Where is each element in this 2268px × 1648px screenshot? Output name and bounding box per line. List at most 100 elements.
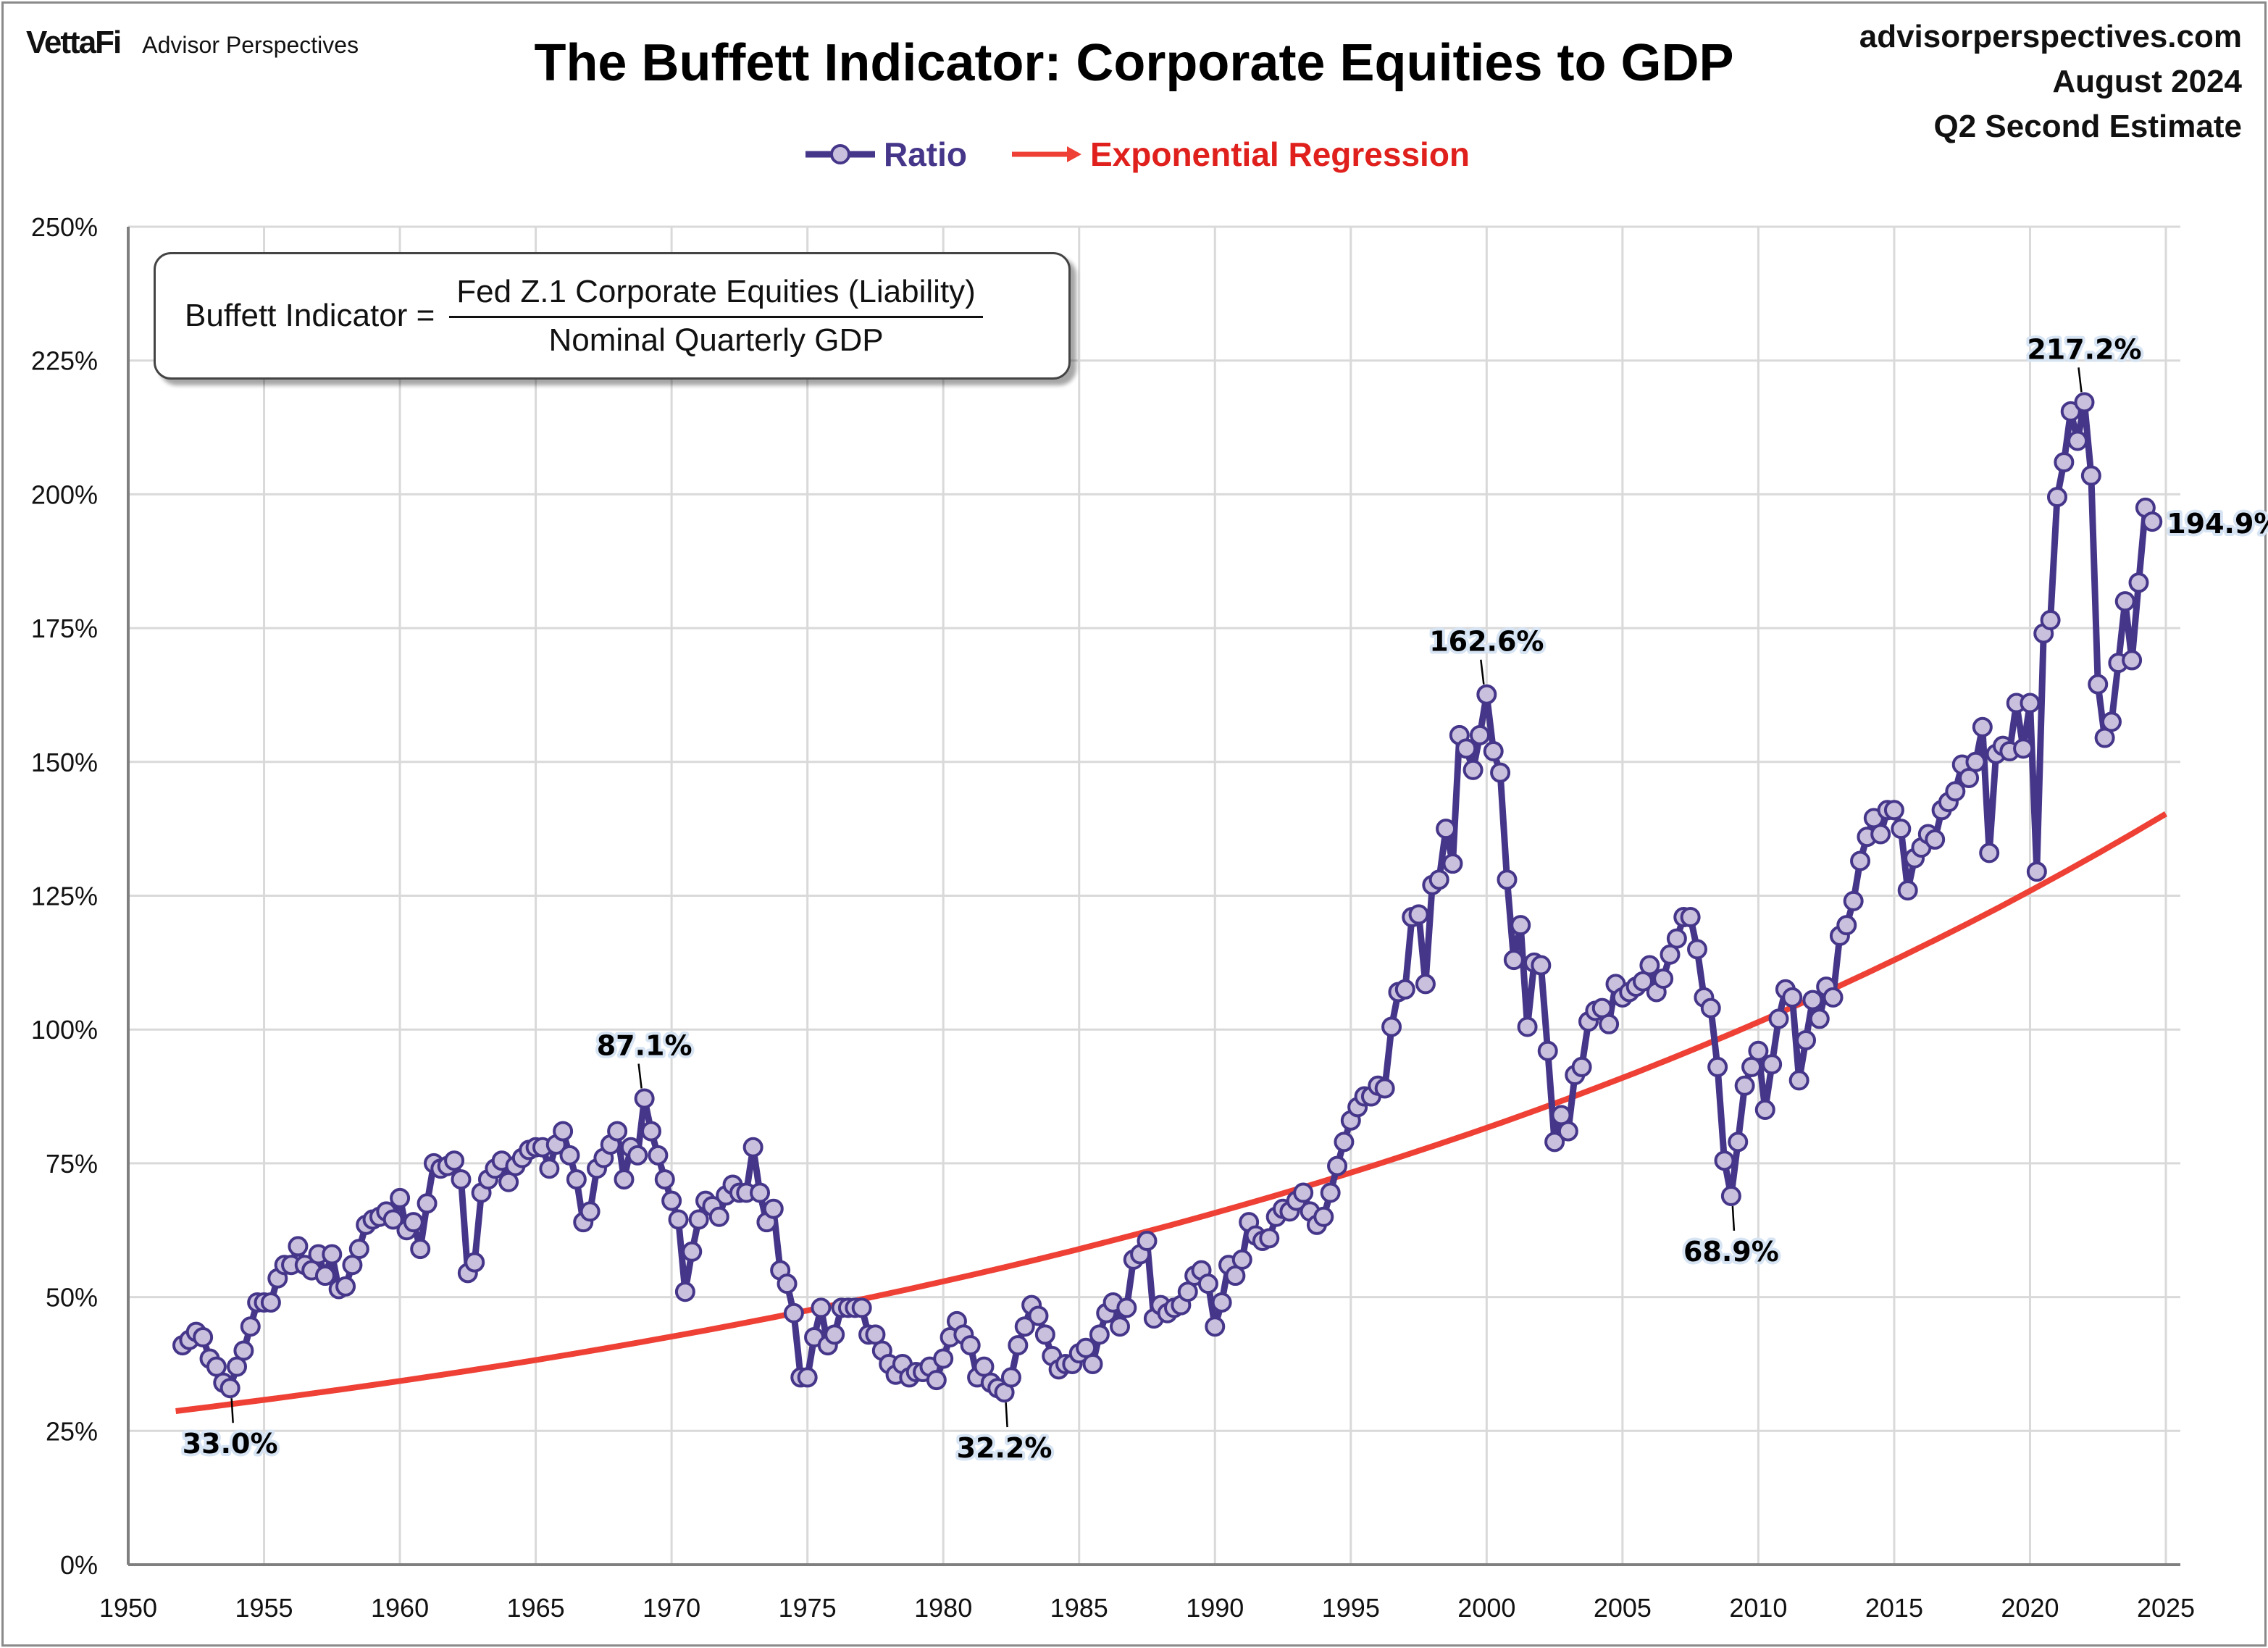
ratio-data-point bbox=[335, 1276, 356, 1297]
ratio-data-point bbox=[2088, 674, 2109, 695]
y-tick-label: 100% bbox=[31, 1015, 98, 1045]
ratio-data-point bbox=[1544, 1132, 1565, 1153]
ratio-data-point bbox=[1850, 850, 1871, 871]
ratio-data-point bbox=[1205, 1316, 1226, 1337]
legend-label-ratio: Ratio bbox=[884, 135, 967, 173]
ratio-data-point bbox=[1374, 1078, 1395, 1099]
y-tick-label: 125% bbox=[31, 882, 98, 911]
ratio-data-point bbox=[688, 1209, 709, 1230]
ratio-data-point bbox=[763, 1198, 784, 1219]
callout-label: 68.9% bbox=[1683, 1236, 1779, 1268]
ratio-data-point bbox=[193, 1327, 214, 1348]
ratio-data-point bbox=[1707, 1056, 1728, 1077]
ratio-data-point bbox=[240, 1316, 261, 1337]
ratio-data-point bbox=[750, 1182, 771, 1203]
ratio-data-point bbox=[1293, 1182, 1314, 1203]
ratio-data-point bbox=[219, 1378, 240, 1399]
ratio-data-point bbox=[1925, 829, 1946, 850]
ratio-data-point bbox=[1082, 1353, 1103, 1374]
ratio-data-point bbox=[1469, 724, 1490, 745]
x-tick-label: 1990 bbox=[1186, 1593, 1244, 1623]
ratio-data-point bbox=[2060, 401, 2081, 422]
ratio-data-point bbox=[824, 1324, 845, 1345]
ratio-data-point bbox=[1034, 1324, 1055, 1345]
ratio-data-point bbox=[1720, 1185, 1741, 1206]
ratio-data-point bbox=[1109, 1316, 1130, 1337]
ratio-data-point bbox=[451, 1169, 472, 1190]
ratio-data-point bbox=[417, 1193, 438, 1214]
ratio-data-point bbox=[1945, 781, 1966, 802]
x-tick-label: 2005 bbox=[1594, 1593, 1652, 1623]
callout-label: 32.2% bbox=[957, 1432, 1053, 1464]
y-tick-label: 250% bbox=[31, 212, 98, 242]
ratio-data-point bbox=[1843, 890, 1864, 911]
formula-denominator: Nominal Quarterly GDP bbox=[548, 322, 884, 358]
ratio-data-point bbox=[1666, 928, 1687, 949]
logo: VettaFi Advisor Perspectives bbox=[26, 25, 359, 61]
ratio-data-point bbox=[1517, 1016, 1538, 1037]
ratio-data-point bbox=[1782, 987, 1803, 1008]
ratio-data-point bbox=[539, 1158, 560, 1179]
formula-box: Buffett Indicator = Fed Z.1 Corporate Eq… bbox=[154, 252, 1071, 380]
callout-leader bbox=[637, 1063, 643, 1089]
callout-leader bbox=[230, 1398, 234, 1423]
ratio-data-point bbox=[668, 1209, 689, 1230]
x-tick-label: 2010 bbox=[1729, 1593, 1787, 1623]
ratio-data-point bbox=[1802, 990, 1823, 1011]
ratio-data-point bbox=[2142, 511, 2163, 532]
ratio-data-point bbox=[1823, 987, 1844, 1008]
ratio-data-point bbox=[1259, 1228, 1280, 1249]
ratio-data-point bbox=[260, 1292, 281, 1313]
x-tick-label: 1985 bbox=[1050, 1593, 1108, 1623]
ratio-data-point bbox=[1796, 1029, 1817, 1050]
x-tick-label: 1950 bbox=[99, 1593, 157, 1623]
callout-label: 33.0% bbox=[183, 1428, 278, 1460]
ratio-data-point bbox=[1428, 869, 1449, 890]
ratio-data-point bbox=[1490, 762, 1511, 783]
callout-leader bbox=[1731, 1205, 1736, 1231]
ratio-data-point bbox=[851, 1297, 872, 1318]
ratio-data-point bbox=[2013, 738, 2034, 759]
ratio-data-point bbox=[2122, 650, 2143, 671]
ratio-data-point bbox=[2101, 711, 2122, 732]
ratio-data-point bbox=[1211, 1292, 1232, 1313]
ratio-data-point bbox=[1116, 1297, 1137, 1318]
ratio-data-point bbox=[1442, 853, 1463, 874]
logo-subtitle: Advisor Perspectives bbox=[142, 32, 359, 58]
ratio-data-point bbox=[674, 1281, 695, 1302]
y-tick-label: 150% bbox=[31, 748, 98, 777]
ratio-data-point bbox=[1408, 904, 1429, 925]
ratio-data-point bbox=[1639, 955, 1660, 976]
ratio-data-point bbox=[2026, 861, 2047, 882]
y-tick-label: 25% bbox=[46, 1416, 98, 1446]
ratio-data-point bbox=[1008, 1335, 1029, 1356]
callout-leader bbox=[2077, 367, 2083, 393]
ratio-data-point bbox=[1979, 842, 2000, 863]
ratio-data-point bbox=[1313, 1206, 1334, 1227]
ratio-data-point bbox=[2020, 693, 2041, 714]
callout-label: 162.6% bbox=[1429, 626, 1544, 658]
x-tick-label: 1980 bbox=[914, 1593, 972, 1623]
ratio-data-point bbox=[614, 1169, 635, 1190]
ratio-data-point bbox=[566, 1169, 587, 1190]
ratio-data-point bbox=[1897, 880, 1918, 901]
ratio-data-point bbox=[777, 1273, 798, 1294]
chart-title: The Buffett Indicator: Corporate Equitie… bbox=[534, 34, 1734, 92]
y-tick-label: 200% bbox=[31, 480, 98, 509]
ratio-data-point bbox=[1197, 1273, 1218, 1294]
y-tick-label: 0% bbox=[60, 1550, 98, 1580]
x-tick-label: 2015 bbox=[1865, 1593, 1923, 1623]
callout-label: 87.1% bbox=[597, 1030, 692, 1062]
ratio-data-point bbox=[444, 1150, 465, 1171]
ratio-data-point bbox=[1714, 1150, 1735, 1171]
y-tick-label: 75% bbox=[46, 1149, 98, 1179]
ratio-data-point bbox=[1394, 979, 1415, 1000]
ratio-data-point bbox=[403, 1212, 424, 1233]
x-tick-label: 2000 bbox=[1457, 1593, 1515, 1623]
ratio-data-point bbox=[2080, 465, 2101, 486]
ratio-data-point bbox=[1497, 869, 1518, 890]
ratio-data-point bbox=[410, 1239, 431, 1260]
ratio-data-point bbox=[579, 1201, 601, 1222]
y-tick-label: 225% bbox=[31, 346, 98, 376]
